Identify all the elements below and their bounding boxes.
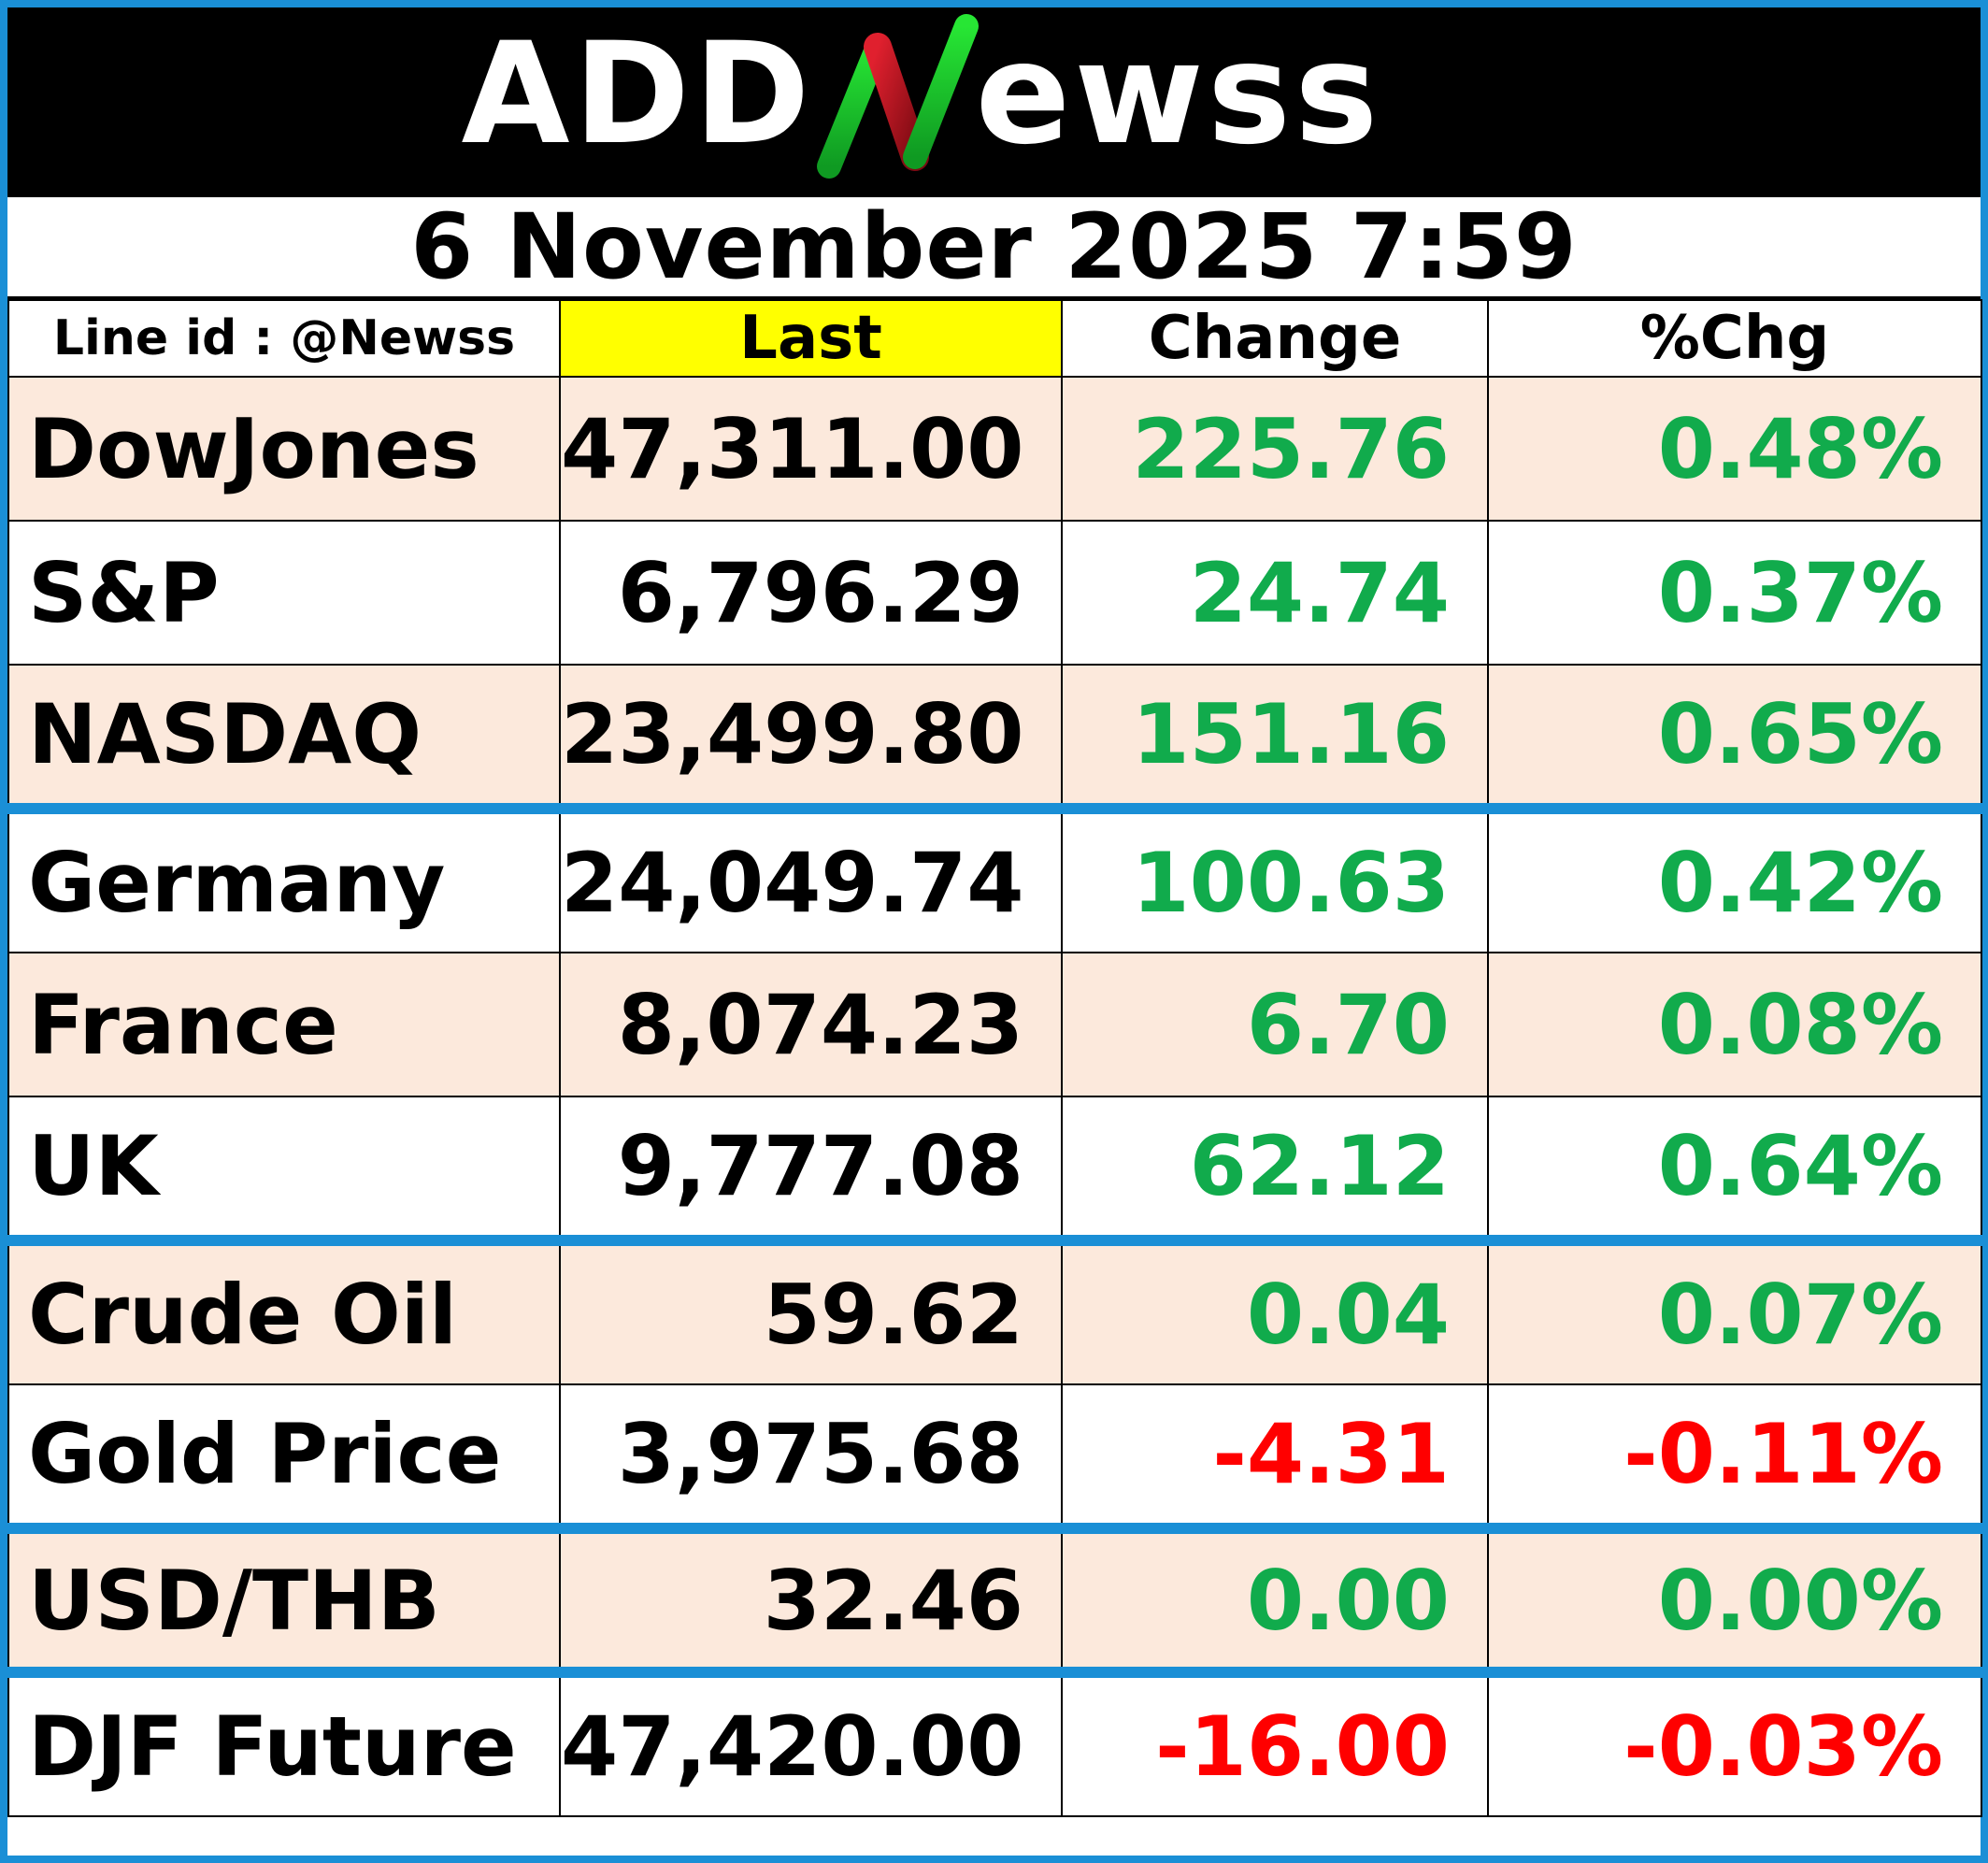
table-row: Crude Oil 59.62 0.04 0.07%	[7, 1237, 1982, 1385]
row-change: 225.76	[1061, 376, 1489, 522]
row-last: 47,420.00	[559, 1669, 1063, 1817]
row-name: USD/THB	[7, 1525, 561, 1678]
table-row: DJF Future 47,420.00 -16.00 -0.03%	[7, 1669, 1982, 1817]
row-last: 3,975.68	[559, 1383, 1063, 1534]
row-change: 100.63	[1061, 805, 1489, 953]
logo-text-right: ewss	[975, 13, 1382, 176]
pct-change-header: %Chg	[1487, 299, 1982, 378]
change-header: Change	[1061, 299, 1489, 378]
table-row: UK 9,777.08 62.12 0.64%	[7, 1096, 1982, 1246]
row-name: Germany	[7, 805, 561, 953]
logo-n-mark-icon	[816, 14, 979, 179]
row-last: 6,796.29	[559, 520, 1063, 666]
row-change: -16.00	[1061, 1669, 1489, 1817]
row-name: S&P	[7, 520, 561, 666]
last-header: Last	[559, 299, 1063, 378]
market-table: Line id : @Newss Last Change %Chg DowJon…	[7, 299, 1982, 1817]
row-name: NASDAQ	[7, 664, 561, 814]
table-row: France 8,074.23 6.70 0.08%	[7, 952, 1982, 1097]
row-last: 23,499.80	[559, 664, 1063, 814]
row-name: UK	[7, 1096, 561, 1246]
row-pct: 0.48%	[1487, 376, 1982, 522]
row-name: DowJones	[7, 376, 561, 522]
row-pct: -0.03%	[1487, 1669, 1982, 1817]
row-pct: -0.11%	[1487, 1383, 1982, 1534]
row-change: 62.12	[1061, 1096, 1489, 1246]
table-row: DowJones 47,311.00 225.76 0.48%	[7, 376, 1982, 522]
line-id-header: Line id : @Newss	[7, 299, 561, 378]
row-change: -4.31	[1061, 1383, 1489, 1534]
table-row: USD/THB 32.46 0.00 0.00%	[7, 1525, 1982, 1678]
brand-logo: ADD ewss	[462, 7, 1527, 194]
row-pct: 0.00%	[1487, 1525, 1982, 1678]
row-last: 9,777.08	[559, 1096, 1063, 1246]
row-name: France	[7, 952, 561, 1097]
row-change: 24.74	[1061, 520, 1489, 666]
table-row: S&P 6,796.29 24.74 0.37%	[7, 520, 1982, 666]
row-change: 0.00	[1061, 1525, 1489, 1678]
row-change: 151.16	[1061, 664, 1489, 814]
table-row: NASDAQ 23,499.80 151.16 0.65%	[7, 664, 1982, 814]
row-last: 32.46	[559, 1525, 1063, 1678]
row-last: 24,049.74	[559, 805, 1063, 953]
row-change: 0.04	[1061, 1237, 1489, 1385]
row-name: Gold Price	[7, 1383, 561, 1534]
brand-header: ADD ewss	[7, 7, 1981, 194]
date-time: 6 November 2025 7:59	[7, 194, 1981, 299]
table-row: Germany 24,049.74 100.63 0.42%	[7, 805, 1982, 953]
row-pct: 0.37%	[1487, 520, 1982, 666]
row-last: 59.62	[559, 1237, 1063, 1385]
table-header-row: Line id : @Newss Last Change %Chg	[7, 299, 1982, 378]
row-pct: 0.65%	[1487, 664, 1982, 814]
row-pct: 0.64%	[1487, 1096, 1982, 1246]
logo-text-left: ADD	[461, 13, 814, 176]
row-pct: 0.42%	[1487, 805, 1982, 953]
row-name: Crude Oil	[7, 1237, 561, 1385]
row-last: 8,074.23	[559, 952, 1063, 1097]
row-change: 6.70	[1061, 952, 1489, 1097]
row-pct: 0.07%	[1487, 1237, 1982, 1385]
table-row: Gold Price 3,975.68 -4.31 -0.11%	[7, 1383, 1982, 1534]
row-last: 47,311.00	[559, 376, 1063, 522]
row-name: DJF Future	[7, 1669, 561, 1817]
row-pct: 0.08%	[1487, 952, 1982, 1097]
